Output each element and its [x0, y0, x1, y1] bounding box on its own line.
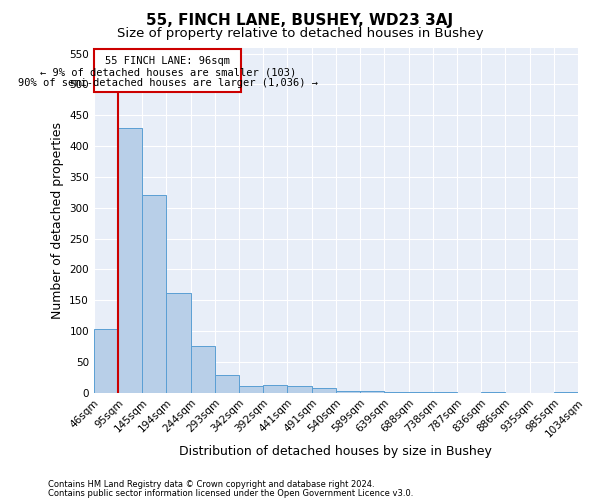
Text: 90% of semi-detached houses are larger (1,036) →: 90% of semi-detached houses are larger (…: [18, 78, 318, 88]
Text: Contains public sector information licensed under the Open Government Licence v3: Contains public sector information licen…: [48, 488, 413, 498]
Bar: [94, 329, 118, 392]
Bar: [311, 388, 336, 392]
Text: 55 FINCH LANE: 96sqm: 55 FINCH LANE: 96sqm: [106, 56, 230, 66]
Text: 55, FINCH LANE, BUSHEY, WD23 3AJ: 55, FINCH LANE, BUSHEY, WD23 3AJ: [146, 12, 454, 28]
Bar: [166, 293, 191, 392]
Bar: [191, 346, 215, 393]
Bar: [215, 376, 239, 392]
Y-axis label: Number of detached properties: Number of detached properties: [50, 122, 64, 318]
Text: ← 9% of detached houses are smaller (103): ← 9% of detached houses are smaller (103…: [40, 67, 296, 77]
Bar: [239, 386, 263, 392]
Bar: [336, 391, 360, 392]
Text: Contains HM Land Registry data © Crown copyright and database right 2024.: Contains HM Land Registry data © Crown c…: [48, 480, 374, 489]
Bar: [263, 384, 287, 392]
Bar: [142, 196, 166, 392]
X-axis label: Distribution of detached houses by size in Bushey: Distribution of detached houses by size …: [179, 444, 493, 458]
Bar: [94, 48, 241, 92]
Text: Size of property relative to detached houses in Bushey: Size of property relative to detached ho…: [116, 28, 484, 40]
Bar: [118, 128, 142, 392]
Bar: [287, 386, 311, 392]
